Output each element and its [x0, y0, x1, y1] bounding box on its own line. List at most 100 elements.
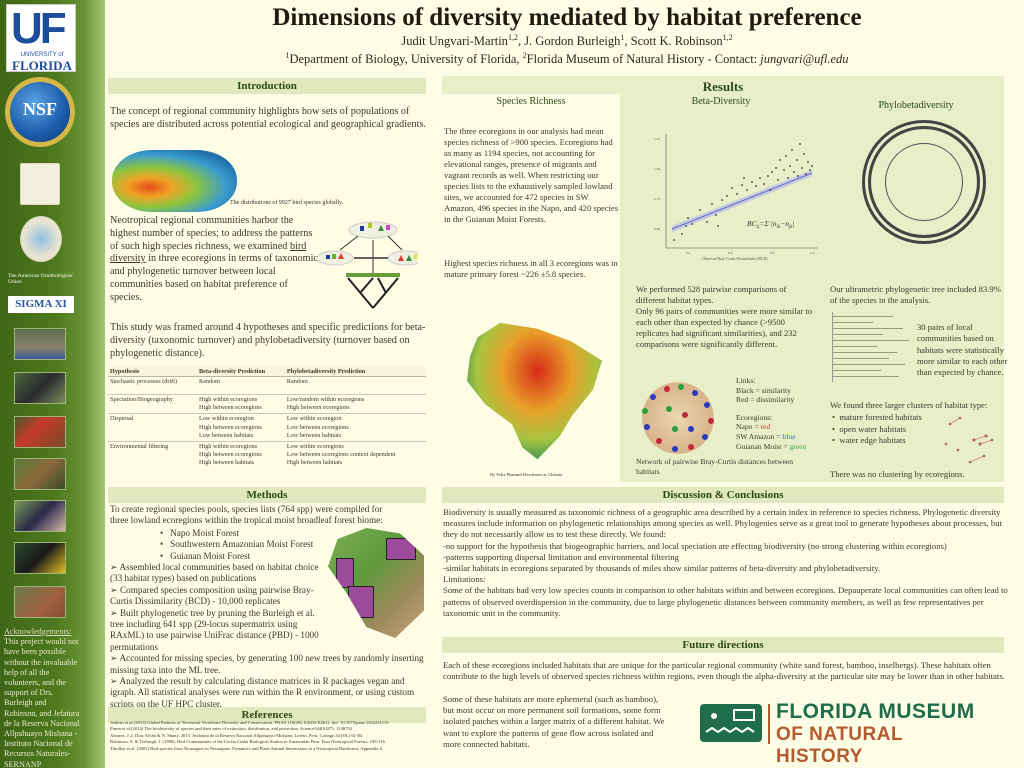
phylo-text-1: Our ultrametric phylogenetic tree includ…: [830, 284, 1001, 305]
discussion-heading: Discussion & Conclusions: [442, 487, 1004, 503]
bird-photo-7: [14, 586, 66, 618]
phylobetadiversity-heading: Phylobetadiversity: [878, 100, 954, 111]
table-row: Speciation/Biogeography High within ecor…: [108, 393, 426, 414]
species-richness-text-2: Highest species richness in all 3 ecoreg…: [444, 258, 618, 279]
list-item: ➢ Compared species composition using pai…: [110, 584, 314, 607]
habitat-cluster-list: • mature forested habitats • open water …: [832, 412, 942, 447]
sa-map-caption: By Felix Pharand-Deschenes at Globaia: [490, 472, 562, 477]
hypothesis-table: Hypothesis Beta-diversity Prediction Phy…: [108, 367, 426, 469]
acknowledgements: Acknowledgements: This project would not…: [4, 627, 80, 768]
poster-title: Dimensions of diversity mediated by habi…: [272, 4, 862, 31]
species-richness-heading: Species Richness: [496, 96, 566, 107]
habitat-dendrogram: [832, 312, 912, 382]
methods-intro: To create regional species pools, specie…: [110, 504, 383, 526]
aou-logo: The American Ornithologists' Union: [8, 273, 74, 285]
table-row: Dispersal Low within ecoregion High betwe…: [108, 413, 426, 442]
beta-diversity-text-1: We performed 528 pairwise comparisons of…: [636, 284, 787, 305]
affiliations: 1Department of Biology, University of Fl…: [285, 51, 849, 67]
beta-diversity-scatter-plot: 1.25 1.00 0.75 0.50 0.4 0.6 0.8 1.0 Obse…: [654, 134, 818, 261]
world-bird-distribution-map: [112, 150, 237, 212]
list-item: ➢ Analyzed the result by calculating dis…: [110, 676, 415, 709]
acknowledgement-heading: Acknowledgements:: [4, 627, 72, 636]
bird-photo-1: [14, 328, 66, 360]
bird-photo-3: [14, 416, 66, 448]
habitat-cluster-network: [944, 416, 994, 464]
reference-item: Pimm et al.(2014) The biodiversity of sp…: [110, 726, 353, 732]
introduction-heading: Introduction: [108, 78, 426, 94]
bird-photo-6: [14, 542, 66, 574]
ecoregion-map: [328, 528, 424, 638]
discussion-body: Biodiversity is usually measured as taxo…: [443, 507, 1018, 619]
future-directions-heading: Future directions: [442, 637, 1004, 653]
community-phylogeny-diagram: [318, 221, 418, 309]
circular-phylogenetic-tree: [862, 120, 986, 244]
y-tick: 1.25: [654, 137, 660, 141]
intro-paragraph-3: This study was framed around 4 hypothese…: [110, 322, 426, 359]
sigma-xi-logo: SIGMA XI: [8, 296, 74, 313]
uf-logo: UF UNIVERSITY of FLORIDA: [6, 4, 76, 73]
list-item: • Guianan Moist Forest: [160, 550, 251, 561]
discussion-finding: -patterns supporting dispersal limitatio…: [443, 551, 679, 562]
methods-heading: Methods: [108, 487, 426, 503]
sidebar: UF UNIVERSITY of FLORIDA NSF The America…: [0, 0, 105, 768]
x-tick: 0.6: [728, 251, 733, 255]
discussion-finding: -no support for the hypothesis that biog…: [443, 540, 947, 551]
methods-steps: ➢ Assembled local communities based on h…: [110, 562, 425, 710]
future-paragraph-2: Some of these habitats are more ephemera…: [443, 694, 665, 749]
list-item: • Southwestern Amazonian Moist Forest: [160, 539, 314, 550]
phylo-text-4: There was no clustering by ecoregions.: [830, 469, 965, 479]
poster-header: Dimensions of diversity mediated by habi…: [110, 0, 1024, 74]
reference-item: Alvarez, J.,J. Diaz Alván & N. Shany. 20…: [110, 732, 364, 738]
limitations-label: Limitations:: [443, 574, 486, 585]
discussion-finding: -similar habitats in ecoregions separate…: [443, 563, 881, 574]
beta-diversity-heading: Beta-Diversity: [691, 96, 751, 107]
nsf-logo: NSF: [10, 82, 70, 142]
bray-curtis-formula: BCij=Σ |nik−njk|: [747, 219, 795, 230]
beta-diversity-text-2: Only 96 pairs of communities were more s…: [636, 306, 813, 349]
florida-museum-logo: FLORIDA MUSEUM OF NATURAL HISTORY: [700, 700, 990, 767]
x-axis-label: Observed Bray-Curtis Dissimilarity (BCD): [702, 257, 768, 261]
reference-item: Thiollay et al. (2001) Bird species from…: [110, 745, 384, 751]
list-item: ➢ Accounted for missing species, by gene…: [110, 653, 424, 675]
list-item: ➢ Built phylogenetic tree by pruning the…: [110, 607, 319, 652]
bird-photo-2: [14, 372, 66, 404]
list-item: • mature forested habitats: [832, 412, 922, 422]
list-item: • water edge habitats: [832, 435, 906, 446]
bird-photo-5: [14, 500, 66, 532]
bray-curtis-network-graph: [642, 382, 714, 454]
limitations-text: Some of the habitats had very low specie…: [443, 585, 1008, 618]
reference-item: Robinson, S. & Terborgh, J. (1990). Bird…: [110, 739, 387, 745]
network-legend: Links: Black = similarity Red = dissimil…: [736, 376, 807, 451]
species-richness-text-1: The three ecoregions in our analysis had…: [444, 126, 619, 224]
intro-paragraph-2: Neotropical regional communities harbor …: [110, 215, 318, 303]
network-caption: Network of pairwise Bray-Curtis distance…: [636, 457, 794, 476]
bird-photo-4: [14, 458, 66, 490]
phylo-text-3: We found three larger clusters of habita…: [830, 400, 988, 410]
alligator-icon: [700, 704, 762, 742]
table-row: Stochastic processes (drift) Random Rand…: [108, 376, 426, 395]
raptor-society-logo: [20, 216, 62, 262]
ornithological-society-logo: [20, 163, 60, 205]
list-item: • open water habitats: [832, 423, 907, 434]
results-heading: Results: [442, 78, 1004, 96]
ecoregion-list: • Napo Moist Forest • Southwestern Amazo…: [160, 528, 340, 562]
author-list: Judit Ungvari-Martin1,2, J. Gordon Burle…: [401, 33, 733, 49]
y-tick: 1.00: [654, 167, 660, 171]
discussion-paragraph: Biodiversity is usually measured as taxo…: [443, 507, 1002, 540]
intro-paragraph-1: The concept of regional community highli…: [110, 106, 426, 130]
reference-item: Jenkins et al.(2013) Global Patterns of …: [110, 720, 389, 725]
acknowledgement-text: This project would not have been possibl…: [4, 637, 80, 768]
x-tick: 0.8: [770, 251, 775, 255]
reference-list: Jenkins et al.(2013) Global Patterns of …: [110, 720, 435, 752]
y-tick: 0.75: [654, 197, 660, 201]
y-tick: 0.50: [654, 227, 660, 231]
x-tick: 0.4: [686, 251, 691, 255]
table-row: Environmental filtering High within ecor…: [108, 441, 426, 469]
phylo-text-2: 30 pairs of local communities based on h…: [917, 322, 1008, 378]
list-item: • Napo Moist Forest: [160, 528, 240, 538]
references-heading: References: [108, 707, 426, 723]
contact-email[interactable]: jungvari@ufl.edu: [760, 52, 849, 67]
x-tick: 1.0: [810, 251, 815, 255]
world-map-caption: The distributions of 9927 bird species g…: [230, 200, 344, 206]
table-header-row: Hypothesis Beta-diversity Prediction Phy…: [108, 367, 426, 377]
